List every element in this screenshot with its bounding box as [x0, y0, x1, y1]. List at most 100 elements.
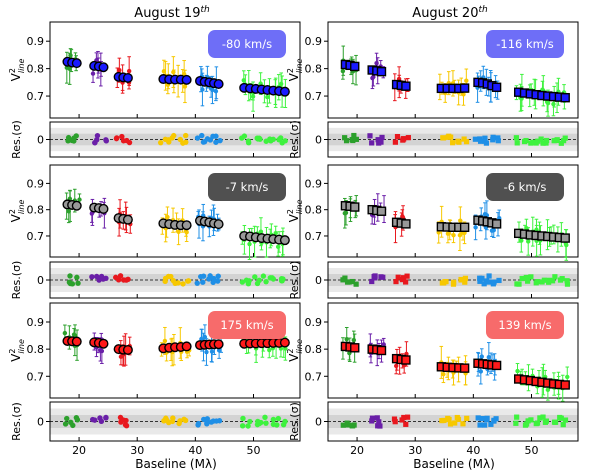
x-axis-label-right: Baseline (Mλ) — [413, 457, 495, 471]
residual-point — [472, 136, 478, 142]
residual-point — [452, 420, 458, 426]
residual-point — [380, 274, 386, 280]
residual-point — [401, 414, 407, 421]
residual-point — [68, 419, 74, 426]
residual-point — [123, 277, 130, 283]
residual-point — [392, 419, 398, 425]
residual-point — [445, 134, 451, 140]
y-tick-label: 0.7 — [27, 370, 45, 383]
data-point — [265, 94, 270, 100]
residual-point — [486, 273, 492, 279]
residual-point — [176, 420, 182, 427]
residual-point — [496, 277, 502, 284]
data-point — [394, 363, 399, 369]
residual-point — [491, 418, 497, 424]
y-axis-label-base: V — [9, 213, 23, 222]
model-point — [459, 83, 470, 93]
residual-y-axis-label: Res.(σ) — [10, 120, 23, 159]
residual-point — [403, 279, 409, 285]
residual-point — [482, 135, 488, 141]
y-tick-label: 0.7 — [305, 90, 323, 103]
residual-point — [247, 418, 253, 425]
residual-point — [180, 281, 186, 287]
data-point — [445, 231, 451, 236]
x-axis-label-left: Baseline (Mλ) — [135, 457, 217, 471]
residual-point — [74, 417, 81, 423]
residual-point — [353, 136, 359, 142]
y-axis-label-sup: 2 — [8, 349, 17, 354]
residual-point — [199, 132, 205, 139]
residual-point — [544, 137, 550, 144]
residual-point — [540, 140, 546, 146]
data-point — [486, 355, 492, 360]
y-tick-label: 0.9 — [27, 35, 45, 48]
residual-point — [213, 139, 219, 145]
residual-point — [477, 138, 484, 144]
residual-point — [374, 415, 380, 421]
residual-point — [204, 136, 211, 142]
residual-point — [450, 140, 456, 146]
residual-point — [241, 133, 248, 139]
data-point — [99, 348, 105, 354]
residual-point — [516, 281, 522, 287]
y-tick-label: 0.8 — [305, 63, 323, 76]
residual-point — [175, 280, 181, 286]
residual-point — [440, 135, 446, 141]
model-point — [181, 74, 192, 85]
y-tick-label: 0.9 — [27, 316, 45, 329]
data-point — [71, 332, 77, 337]
residual-y-axis-label: Res.(σ) — [288, 402, 301, 441]
velocity-label: -7 km/s — [226, 180, 269, 194]
model-point — [401, 81, 411, 91]
y-axis-label-sub: line — [17, 200, 26, 215]
residual-point — [349, 278, 355, 285]
model-point — [279, 337, 290, 348]
data-point — [565, 374, 570, 380]
x-tick-label: 40 — [466, 444, 480, 457]
column-title-aug20: August 20th — [412, 5, 488, 21]
residual-point — [270, 416, 277, 423]
residual-point — [200, 139, 207, 145]
residual-point — [119, 133, 125, 140]
residual-point — [263, 278, 269, 285]
data-point — [461, 92, 466, 97]
x-tick-label: 30 — [408, 444, 422, 457]
data-point — [216, 348, 222, 353]
residual-point — [342, 135, 348, 141]
residual-point — [245, 139, 252, 146]
residual-point — [340, 277, 346, 283]
velocity-label: 175 km/s — [220, 318, 273, 332]
y-axis-label: V2line — [286, 339, 304, 362]
residual-point — [280, 422, 287, 428]
y-tick-label: 0.7 — [305, 230, 323, 243]
model-point — [350, 202, 360, 212]
model-point — [376, 206, 387, 216]
data-point — [204, 349, 209, 355]
data-point — [162, 338, 168, 344]
model-point — [491, 219, 502, 229]
y-tick-label: 0.8 — [305, 343, 323, 356]
residual-y-axis-label: Res.(σ) — [10, 402, 23, 441]
y-axis-label-sub: line — [295, 339, 304, 354]
residual-point — [525, 278, 531, 284]
residual-point — [64, 415, 70, 422]
residual-point — [353, 281, 359, 287]
x-tick-label: 50 — [524, 444, 538, 457]
data-point — [370, 75, 375, 81]
residual-point — [216, 418, 223, 424]
x-tick-label: 50 — [246, 444, 260, 457]
data-point — [176, 229, 181, 234]
data-point — [241, 78, 246, 83]
data-point — [68, 53, 73, 58]
residual-point — [538, 136, 544, 142]
model-point — [98, 338, 109, 349]
residual-point — [490, 137, 496, 143]
residual-point — [71, 138, 77, 144]
residual-point — [564, 278, 570, 284]
residual-point — [533, 140, 539, 146]
data-point — [165, 214, 170, 220]
residual-y-tick-label: 0 — [37, 274, 44, 287]
residual-point — [455, 138, 461, 144]
